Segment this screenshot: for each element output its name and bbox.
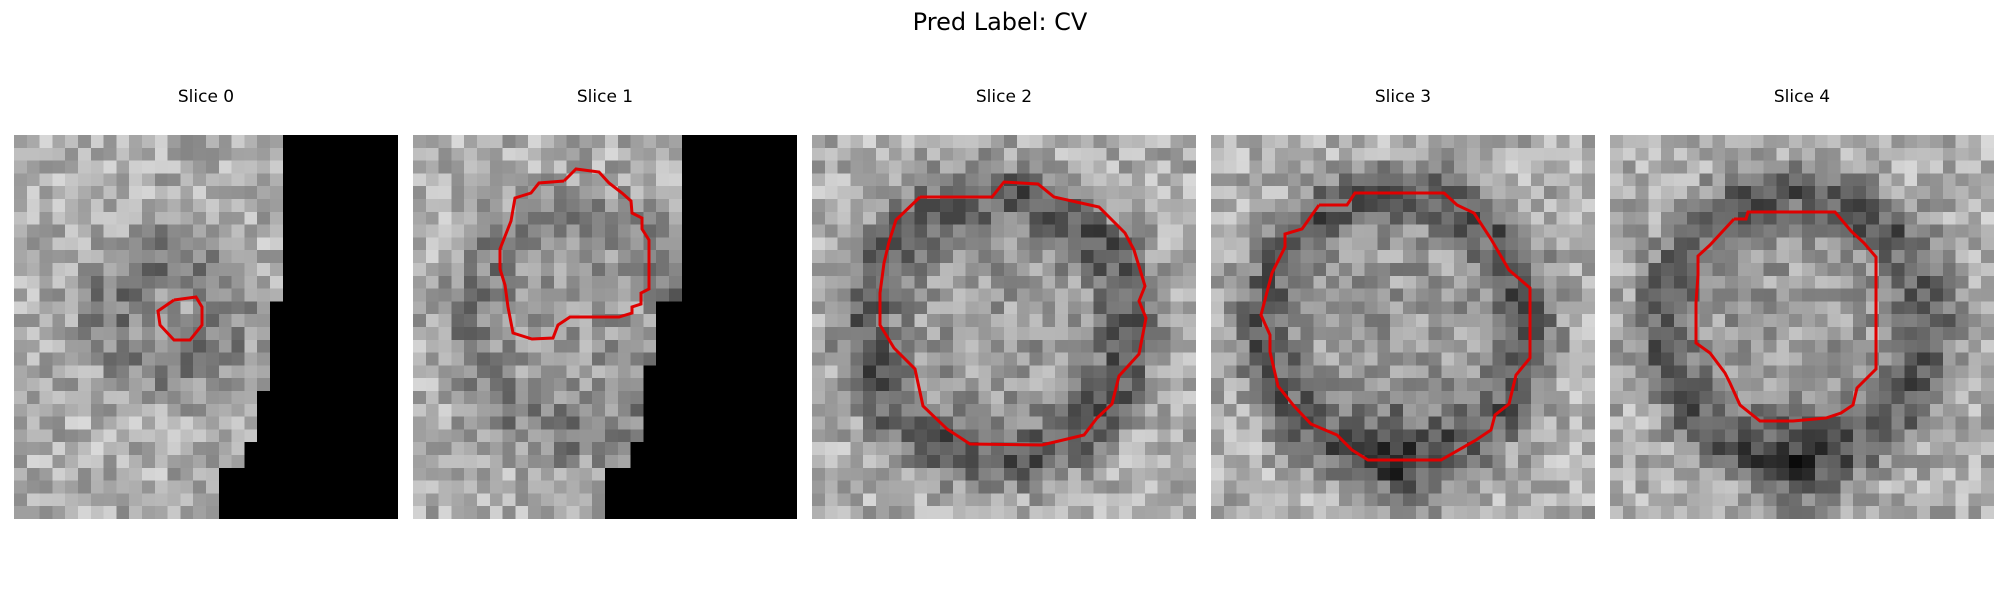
slice-image [812,135,1196,519]
slice-title: Slice 2 [975,87,1033,107]
segmentation-contour [878,180,1148,447]
slice-title: Slice 1 [576,87,634,107]
slice-image [1610,135,1994,519]
grayscale-microscopy-image [812,135,1196,519]
grayscale-microscopy-image [413,135,797,519]
segmentation-contour [1694,210,1878,423]
slice-title: Slice 4 [1773,87,1831,107]
segmentation-contour [498,167,651,341]
slice-image [413,135,797,519]
segmentation-contour [1259,191,1532,462]
grayscale-microscopy-image [14,135,398,519]
segmentation-contour [156,295,204,342]
slice-image [1211,135,1595,519]
slice-image [14,135,398,519]
slice-title: Slice 0 [177,87,235,107]
figure-title: Pred Label: CV [912,8,1088,36]
grayscale-microscopy-image [1610,135,1994,519]
slice-title: Slice 3 [1374,87,1432,107]
